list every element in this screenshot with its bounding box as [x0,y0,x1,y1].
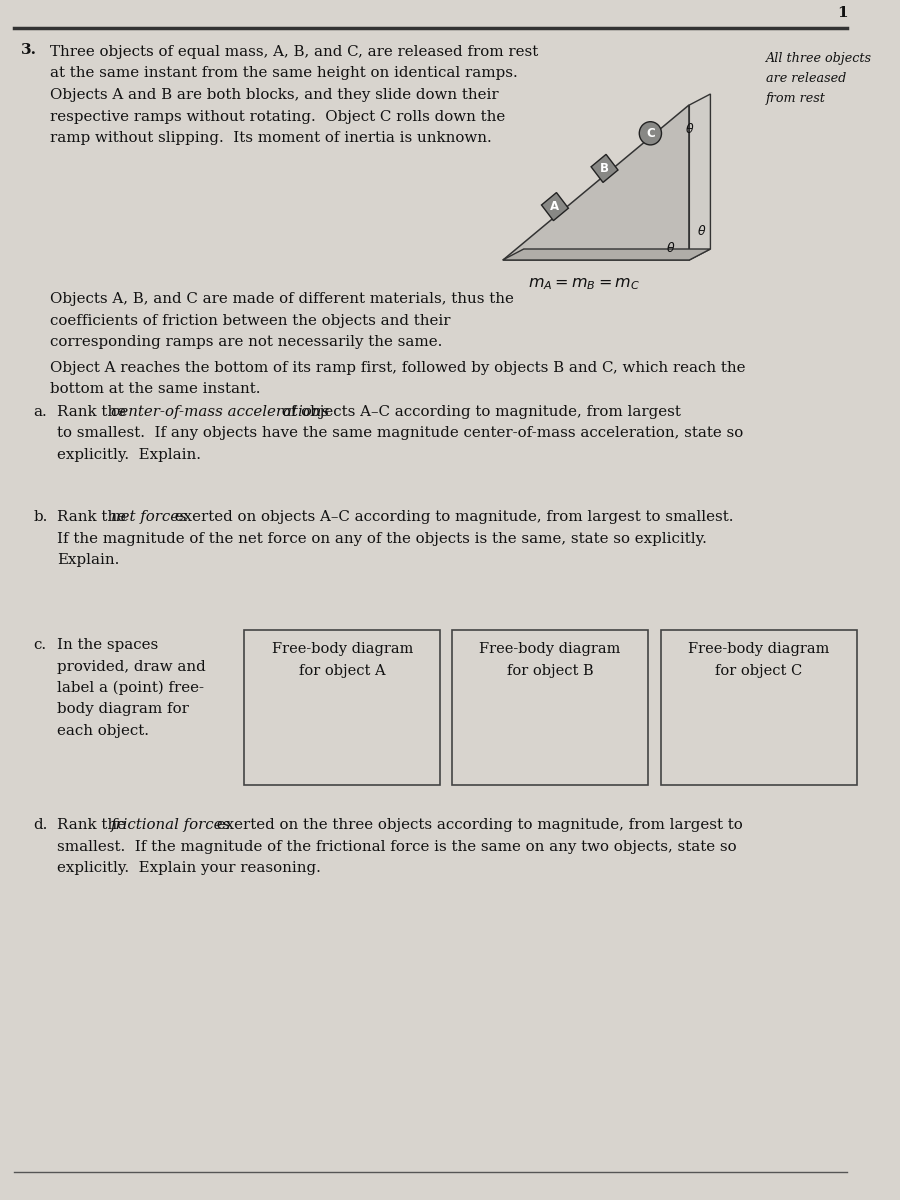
FancyBboxPatch shape [661,630,857,785]
Text: respective ramps without rotating.  Object C rolls down the: respective ramps without rotating. Objec… [50,109,505,124]
Text: $\theta$: $\theta$ [685,122,694,136]
Text: Rank the: Rank the [58,510,131,524]
Text: for object B: for object B [507,664,593,678]
Text: Rank the: Rank the [58,818,131,832]
Text: Free-body diagram: Free-body diagram [272,642,413,656]
Text: Three objects of equal mass, A, B, and C, are released from rest: Three objects of equal mass, A, B, and C… [50,44,538,59]
Text: C: C [646,127,655,139]
Text: exerted on objects A–C according to magnitude, from largest to smallest.: exerted on objects A–C according to magn… [170,510,733,524]
Text: for object C: for object C [716,664,803,678]
Text: ramp without slipping.  Its moment of inertia is unknown.: ramp without slipping. Its moment of ine… [50,131,491,145]
Text: c.: c. [33,638,47,652]
Polygon shape [503,104,689,260]
Text: label a (point) free-: label a (point) free- [58,680,204,695]
Text: Explain.: Explain. [58,553,120,566]
Text: at the same instant from the same height on identical ramps.: at the same instant from the same height… [50,66,518,80]
Text: each object.: each object. [58,724,149,738]
Text: of objects A–C according to magnitude, from largest: of objects A–C according to magnitude, f… [277,404,681,419]
Text: A: A [551,200,560,214]
Text: to smallest.  If any objects have the same magnitude center-of-mass acceleration: to smallest. If any objects have the sam… [58,426,743,440]
Text: If the magnitude of the net force on any of the objects is the same, state so ex: If the magnitude of the net force on any… [58,532,707,546]
Text: explicitly.  Explain.: explicitly. Explain. [58,448,202,462]
Text: B: B [600,162,609,175]
Circle shape [639,121,662,145]
Text: b.: b. [33,510,48,524]
Text: body diagram for: body diagram for [58,702,189,716]
Text: provided, draw and: provided, draw and [58,660,206,673]
Text: 1: 1 [837,6,847,20]
Text: coefficients of friction between the objects and their: coefficients of friction between the obj… [50,313,450,328]
Text: center-of-mass accelerations: center-of-mass accelerations [111,404,329,419]
Polygon shape [542,192,569,221]
Text: net forces: net forces [111,510,186,524]
Text: Free-body diagram: Free-body diagram [480,642,621,656]
Text: Free-body diagram: Free-body diagram [688,642,830,656]
Text: Objects A, B, and C are made of different materials, thus the: Objects A, B, and C are made of differen… [50,292,514,306]
Text: 3.: 3. [21,43,37,56]
Polygon shape [689,94,710,260]
Text: bottom at the same instant.: bottom at the same instant. [50,383,260,396]
Text: Object A reaches the bottom of its ramp first, followed by objects B and C, whic: Object A reaches the bottom of its ramp … [50,361,745,374]
Text: a.: a. [33,404,48,419]
Text: exerted on the three objects according to magnitude, from largest to: exerted on the three objects according t… [212,818,742,832]
Text: from rest: from rest [766,92,826,104]
Text: are released: are released [766,72,846,85]
Text: Objects A and B are both blocks, and they slide down their: Objects A and B are both blocks, and the… [50,88,499,102]
Text: All three objects: All three objects [766,52,872,65]
Text: In the spaces: In the spaces [58,638,158,652]
Polygon shape [591,155,618,182]
Text: for object A: for object A [299,664,385,678]
Text: $\theta$: $\theta$ [666,241,676,254]
Text: $\theta$: $\theta$ [697,224,706,238]
Text: smallest.  If the magnitude of the frictional force is the same on any two objec: smallest. If the magnitude of the fricti… [58,840,737,853]
Text: corresponding ramps are not necessarily the same.: corresponding ramps are not necessarily … [50,335,442,349]
FancyBboxPatch shape [244,630,440,785]
Polygon shape [503,248,710,260]
Text: frictional forces: frictional forces [111,818,231,832]
Text: $m_A = m_B = m_C$: $m_A = m_B = m_C$ [528,275,640,292]
FancyBboxPatch shape [452,630,648,785]
Text: d.: d. [33,818,48,832]
Text: explicitly.  Explain your reasoning.: explicitly. Explain your reasoning. [58,862,321,875]
Text: Rank the: Rank the [58,404,131,419]
